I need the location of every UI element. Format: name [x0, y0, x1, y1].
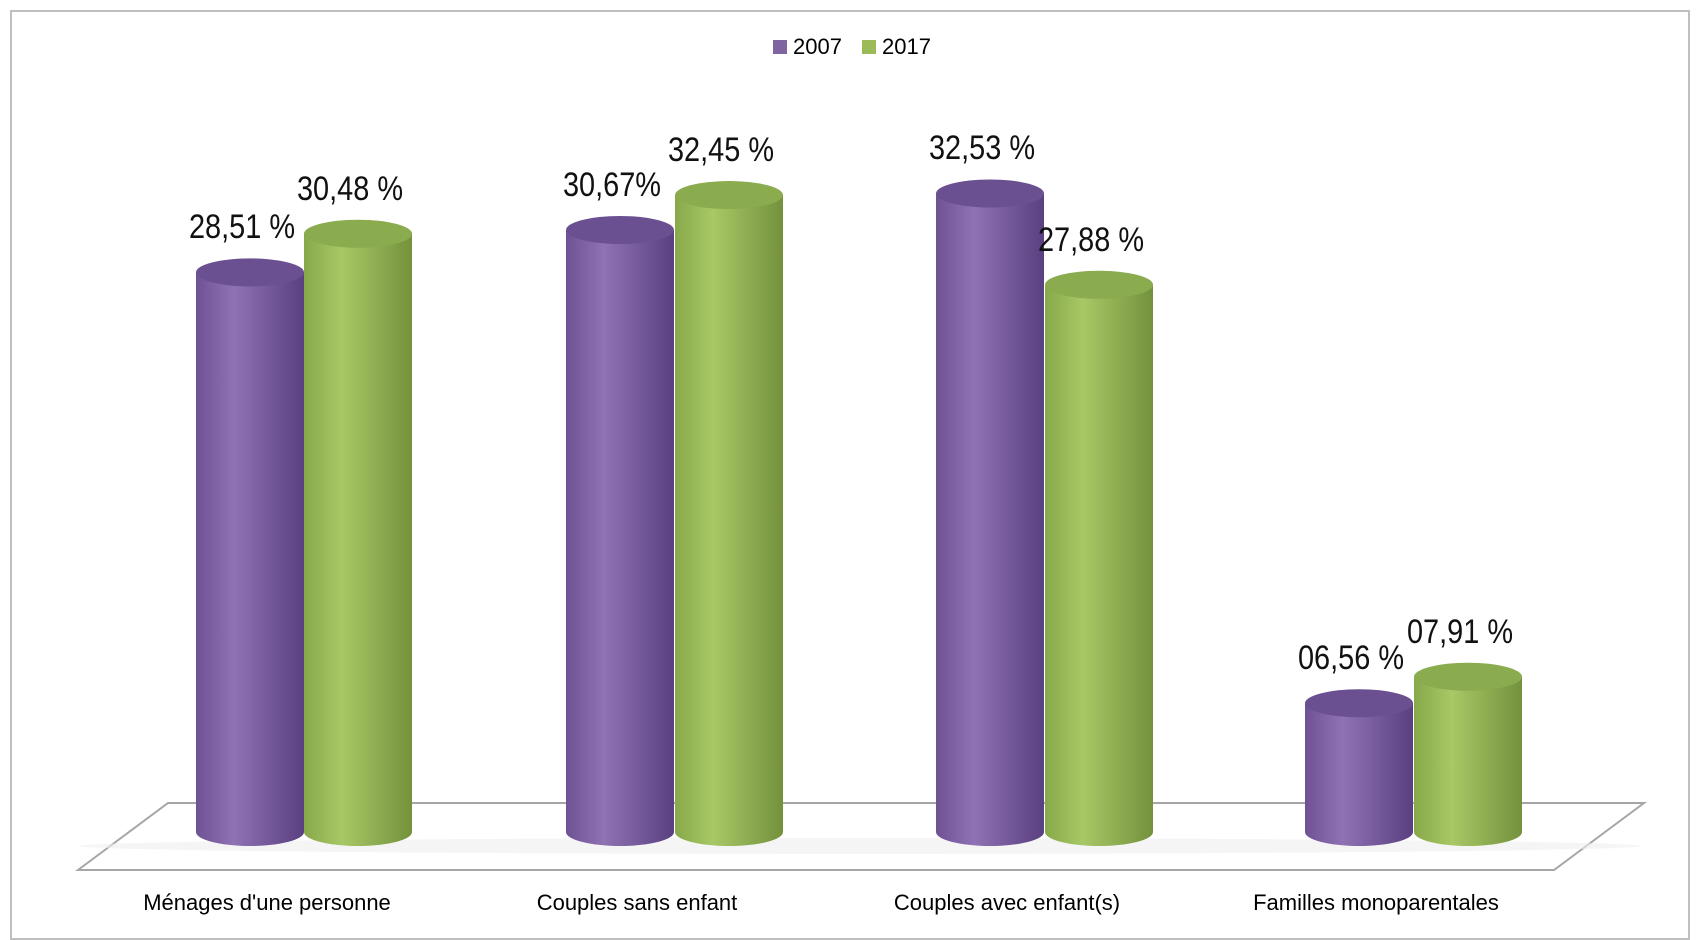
bar-body — [196, 272, 304, 847]
bar-body — [304, 233, 412, 847]
data-label-2007: 06,56 % — [1297, 639, 1405, 678]
legend-swatch-2017 — [862, 40, 876, 54]
bar-body — [566, 229, 674, 847]
bar-2017-3 — [1414, 662, 1522, 846]
category-label: Couples sans enfant — [536, 890, 738, 915]
category-label: Ménages d'une personne — [143, 890, 391, 915]
bar-body — [936, 193, 1044, 847]
bar-top — [936, 179, 1044, 208]
category-label: Couples avec enfant(s) — [893, 890, 1121, 915]
legend-swatch-2007 — [773, 40, 788, 54]
data-label-2007: 28,51 % — [188, 208, 296, 247]
bar-2017-0 — [304, 219, 412, 847]
data-label-2007: 32,53 % — [928, 129, 1036, 168]
bar-2017-1 — [675, 181, 783, 846]
legend-item-2017: 2017 — [862, 34, 931, 60]
data-label-2007: 30,67% — [562, 165, 662, 204]
bar-top — [1045, 270, 1153, 299]
bar-2017-2 — [1045, 270, 1153, 846]
bar-top — [1305, 689, 1413, 718]
bar-2007-2 — [936, 179, 1044, 847]
bar-top — [675, 181, 783, 210]
legend-item-2007: 2007 — [773, 34, 842, 60]
bar-body — [1414, 676, 1522, 846]
bar-top — [566, 215, 674, 244]
data-label-2017: 30,48 % — [296, 169, 404, 208]
legend-label-2007: 2007 — [793, 34, 842, 59]
data-label-2017: 07,91 % — [1406, 612, 1514, 651]
bar-body — [1045, 284, 1153, 846]
legend-label-2017: 2017 — [882, 34, 931, 59]
chart-floor — [74, 802, 1648, 871]
data-label-2017: 27,88 % — [1037, 220, 1145, 259]
bar-2007-3 — [1305, 689, 1413, 846]
bar-top — [1414, 662, 1522, 691]
category-label: Familles monoparentales — [1253, 890, 1499, 915]
bar-body — [1305, 703, 1413, 846]
bar-2007-0 — [196, 258, 304, 847]
data-label-2017: 32,45 % — [667, 131, 775, 170]
legend: 2007 2017 — [0, 34, 1704, 60]
bar-top — [196, 258, 304, 287]
floor-shadow — [80, 838, 1640, 854]
bar-2007-1 — [566, 215, 674, 847]
bar-body — [675, 195, 783, 846]
bar-top — [304, 219, 412, 248]
